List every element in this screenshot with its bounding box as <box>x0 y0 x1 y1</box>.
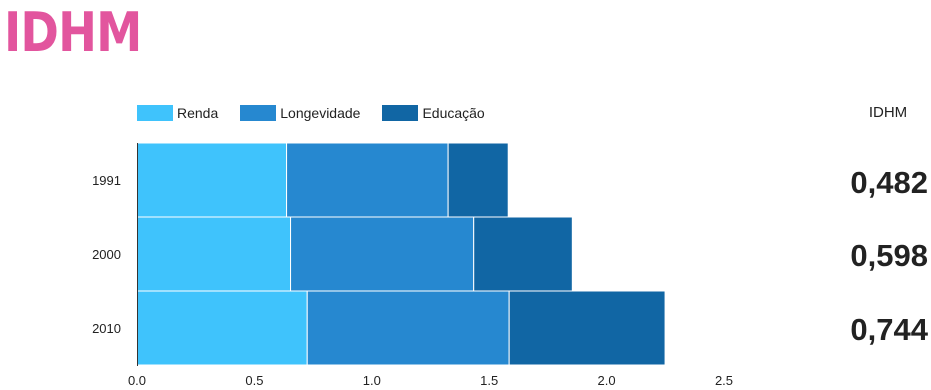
x-axis-labels: 0.0 0.5 1.0 1.5 2.0 2.5 <box>128 373 733 388</box>
x-tick-label-1-5: 1.5 <box>480 373 498 388</box>
bar-renda-1991 <box>136 142 288 218</box>
y-tick-label-2010: 2010 <box>92 321 121 336</box>
y-axis-labels: 1991 2000 2010 <box>92 173 121 336</box>
legend-label-renda: Renda <box>177 105 219 121</box>
idhm-value-1991: 0,482 <box>850 165 928 200</box>
legend-swatch-renda <box>137 105 173 121</box>
bar-renda-2010 <box>136 290 308 366</box>
legend-label-educacao: Educação <box>422 105 485 121</box>
bar-longevidade-2000 <box>290 216 475 292</box>
bar-longevidade-2010 <box>306 290 510 366</box>
legend-swatch-longevidade <box>240 105 277 121</box>
legend-swatch-educacao <box>382 105 419 121</box>
legend-item-educacao: Educação <box>382 105 485 121</box>
bar-renda-2000 <box>136 216 292 292</box>
y-tick-label-2000: 2000 <box>92 247 121 262</box>
page-title: IDHM <box>4 1 142 64</box>
idhm-header: IDHM <box>868 104 908 121</box>
bar-longevidade-1991 <box>286 142 449 218</box>
bar-educacao-1991 <box>447 142 509 218</box>
x-tick-label-1-0: 1.0 <box>363 373 381 388</box>
idhm-value-2000: 0,598 <box>850 238 928 273</box>
x-tick-label-2-0: 2.0 <box>598 373 616 388</box>
legend-item-longevidade: Longevidade <box>240 105 360 121</box>
bar-educacao-2010 <box>508 290 666 366</box>
legend-label-longevidade: Longevidade <box>280 105 361 121</box>
y-tick-label-1991: 1991 <box>92 173 121 188</box>
x-tick-label-2-5: 2.5 <box>715 373 733 388</box>
legend-item-renda: Renda <box>137 105 218 121</box>
x-tick-label-0-5: 0.5 <box>245 373 263 388</box>
bars-group <box>136 142 666 366</box>
bar-educacao-2000 <box>473 216 573 292</box>
x-tick-label-0-0: 0.0 <box>128 373 146 388</box>
idhm-value-2010: 0,744 <box>850 312 928 347</box>
chart-legend: Renda Longevidade Educação <box>137 104 507 122</box>
